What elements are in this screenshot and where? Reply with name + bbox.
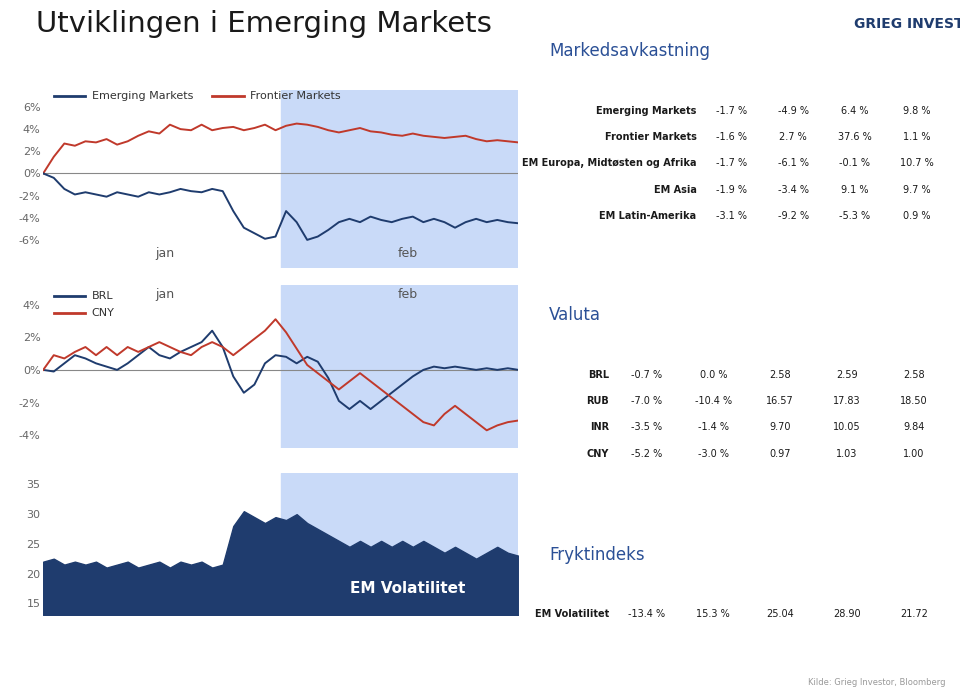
Text: 2.58: 2.58 [769, 370, 791, 379]
Text: 31.12.13: 31.12.13 [890, 583, 938, 593]
Text: GRIEG
INVESTOR: GRIEG INVESTOR [809, 18, 840, 29]
Text: -13.4 %: -13.4 % [628, 610, 665, 619]
Text: CNY: CNY [92, 308, 114, 318]
Text: -1.7 %: -1.7 % [716, 158, 747, 168]
Text: -5.2 %: -5.2 % [631, 449, 662, 459]
Text: 15.3 %: 15.3 % [696, 610, 731, 619]
Text: feb: feb [397, 288, 418, 301]
Text: 6.4 %: 6.4 % [841, 106, 869, 115]
Text: Kilde: Grieg Investor, Bloomberg: Kilde: Grieg Investor, Bloomberg [808, 678, 946, 687]
Text: Utviklingen i Emerging Markets: Utviklingen i Emerging Markets [36, 10, 492, 38]
Text: -5.3 %: -5.3 % [839, 211, 871, 221]
Text: Hittil i år: Hittil i år [688, 343, 738, 353]
Bar [281, 90, 524, 268]
Text: jan: jan [156, 247, 174, 260]
Text: BRL: BRL [588, 370, 609, 379]
Text: 18.50: 18.50 [900, 396, 928, 406]
Text: 0.9 %: 0.9 % [903, 211, 930, 221]
Text: 28.02.14: 28.02.14 [756, 343, 804, 353]
Text: -3.1 %: -3.1 % [716, 211, 747, 221]
Text: 31.12.13: 31.12.13 [890, 343, 938, 353]
Text: 0.0 %: 0.0 % [700, 370, 727, 379]
Bar [281, 473, 524, 615]
Text: -9.2 %: -9.2 % [778, 211, 808, 221]
Text: 10.05: 10.05 [833, 423, 861, 432]
Text: 2.7 %: 2.7 % [780, 132, 807, 142]
Text: 21.72: 21.72 [900, 610, 928, 619]
Text: 1.00: 1.00 [903, 449, 924, 459]
Text: INR: INR [589, 423, 609, 432]
Text: Emerging Markets: Emerging Markets [596, 106, 697, 115]
Text: Frontier Markets: Frontier Markets [605, 132, 697, 142]
Text: 37.6 %: 37.6 % [838, 132, 872, 142]
Text: EM Asia: EM Asia [654, 185, 697, 195]
Text: Hittil i år: Hittil i år [768, 79, 818, 89]
Text: 2013: 2013 [841, 79, 869, 89]
Text: EM Latin-Amerika: EM Latin-Amerika [599, 211, 697, 221]
Text: feb: feb [397, 247, 418, 260]
Text: 28.02.14: 28.02.14 [756, 583, 804, 593]
Text: -6.1 %: -6.1 % [778, 158, 808, 168]
Text: 9.8 %: 9.8 % [903, 106, 930, 115]
Text: Siste mnd: Siste mnd [704, 79, 759, 89]
Text: -0.7 %: -0.7 % [631, 370, 661, 379]
Text: EM Volatilitet: EM Volatilitet [535, 610, 609, 619]
Text: 31.01.14: 31.01.14 [823, 583, 871, 593]
Text: -4.9 %: -4.9 % [778, 106, 808, 115]
Text: RUB: RUB [587, 396, 609, 406]
Text: -1.9 %: -1.9 % [716, 185, 747, 195]
Text: 2.58: 2.58 [903, 370, 924, 379]
Text: Siste mnd: Siste mnd [619, 583, 674, 593]
Text: BRL: BRL [92, 291, 113, 302]
Text: 16.57: 16.57 [766, 396, 794, 406]
Text: -10.4 %: -10.4 % [695, 396, 732, 406]
Text: CNY: CNY [587, 449, 609, 459]
Text: -3.0 %: -3.0 % [698, 449, 729, 459]
Text: GRIEG INVESTOR: GRIEG INVESTOR [854, 17, 960, 31]
Text: 10.7 %: 10.7 % [900, 158, 933, 168]
Text: 28.90: 28.90 [833, 610, 861, 619]
Text: 1.1 %: 1.1 % [903, 132, 930, 142]
Text: 31.01.14: 31.01.14 [823, 343, 871, 353]
Text: -1.7 %: -1.7 % [716, 106, 747, 115]
Text: 9.1 %: 9.1 % [841, 185, 869, 195]
Text: Markedsavkastning: Markedsavkastning [549, 42, 710, 60]
Bar [281, 285, 524, 448]
Text: 25.04: 25.04 [766, 610, 794, 619]
Text: 9.70: 9.70 [770, 423, 791, 432]
Text: 17.83: 17.83 [833, 396, 861, 406]
Text: -3.5 %: -3.5 % [631, 423, 661, 432]
Text: 0.97: 0.97 [770, 449, 791, 459]
Text: -7.0 %: -7.0 % [631, 396, 661, 406]
Text: 2.59: 2.59 [836, 370, 858, 379]
Text: Emerging Markets: Emerging Markets [92, 91, 193, 101]
Text: -0.1 %: -0.1 % [839, 158, 871, 168]
Text: Hittil i år: Hittil i år [688, 583, 738, 593]
Text: Fryktindeks: Fryktindeks [549, 546, 645, 564]
Text: -1.4 %: -1.4 % [698, 423, 729, 432]
Text: 1.03: 1.03 [836, 449, 858, 459]
Text: jan: jan [156, 288, 174, 301]
Text: Valuta: Valuta [549, 306, 601, 324]
Text: EM Volatilitet: EM Volatilitet [349, 581, 466, 596]
Text: Siste mnd: Siste mnd [619, 343, 674, 353]
Text: -3.4 %: -3.4 % [778, 185, 808, 195]
Text: 9.84: 9.84 [903, 423, 924, 432]
Text: -1.6 %: -1.6 % [716, 132, 747, 142]
Text: 9.7 %: 9.7 % [902, 185, 930, 195]
Text: EM Europa, Midtøsten og Afrika: EM Europa, Midtøsten og Afrika [522, 158, 697, 168]
Text: 2012: 2012 [903, 79, 930, 89]
Text: Frontier Markets: Frontier Markets [251, 91, 341, 101]
